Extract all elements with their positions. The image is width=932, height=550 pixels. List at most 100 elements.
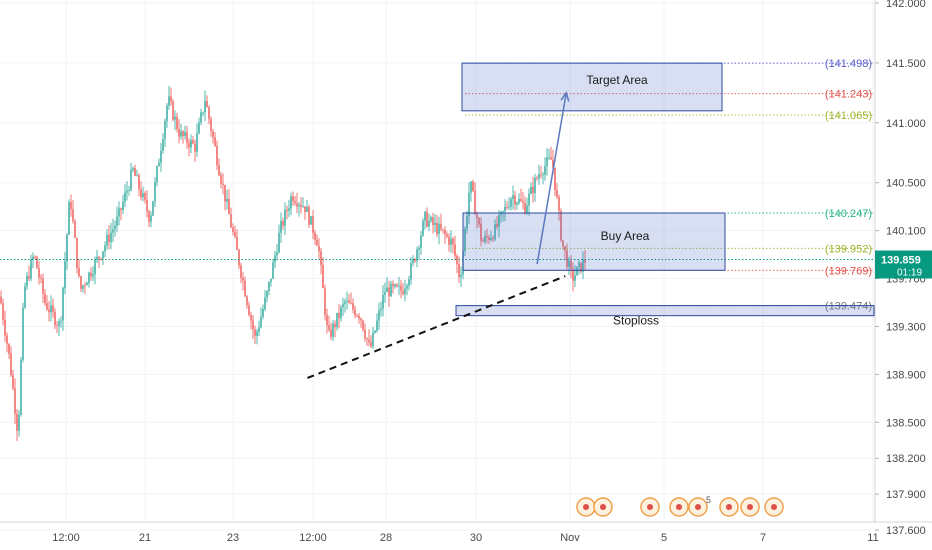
candle-body <box>424 211 426 221</box>
candle-body <box>202 112 204 113</box>
candle-body <box>536 178 538 179</box>
candle-body <box>128 189 130 191</box>
candle-body <box>422 220 424 236</box>
candle-body <box>558 196 560 211</box>
candle-body <box>86 283 88 286</box>
candle-body <box>378 310 380 321</box>
candle-body <box>280 220 282 233</box>
candle-body <box>504 206 506 212</box>
candle-body <box>272 262 274 279</box>
support-trendline[interactable] <box>307 275 566 379</box>
candle-body <box>358 315 360 319</box>
candle-body <box>266 290 268 298</box>
candle-body <box>532 186 534 194</box>
candle-body <box>228 198 230 215</box>
candle-body <box>264 297 266 310</box>
price-level-lines: (141.498) (141.243) (141.065) (140.247) (139… <box>0 58 875 313</box>
drawings[interactable] <box>307 91 570 379</box>
y-tick-label: 139.300 <box>886 321 926 333</box>
candle-body <box>62 287 64 321</box>
zones[interactable]: Target Area Buy Area Stoploss <box>455 62 875 328</box>
candle-body <box>414 259 416 261</box>
candle-body <box>212 131 214 138</box>
candle-body <box>388 287 390 297</box>
candle-body <box>372 332 374 347</box>
target-arrow-head[interactable] <box>560 91 570 102</box>
candle-body <box>350 303 352 304</box>
y-tick-label: 138.900 <box>886 369 926 381</box>
candle-body <box>454 244 456 257</box>
candle-body <box>150 215 152 222</box>
price-level-label: (141.243) <box>825 89 872 101</box>
candle-body <box>452 238 454 245</box>
candle-body <box>90 272 92 277</box>
candle-body <box>430 217 432 221</box>
candle-body <box>492 237 494 240</box>
candle-body <box>12 375 14 389</box>
candle-body <box>28 275 30 279</box>
candle-body <box>490 237 492 240</box>
candle-body <box>0 296 2 304</box>
candle-body <box>146 199 148 212</box>
candle-body <box>116 216 118 226</box>
candle-body <box>320 251 322 265</box>
y-tick-label: 137.900 <box>886 489 926 501</box>
candle-body <box>426 211 428 227</box>
candle-body <box>440 223 442 230</box>
candle-body <box>18 414 20 431</box>
zone-1-box[interactable] <box>462 212 726 271</box>
zone-0-box[interactable] <box>461 62 723 112</box>
y-tick-label: 138.500 <box>886 417 926 429</box>
candle-body <box>250 315 252 321</box>
price-axis[interactable]: 142.000141.500141.000140.500140.100139.7… <box>875 0 932 550</box>
candle-body <box>80 276 82 289</box>
candle-body <box>60 320 62 322</box>
candle-body <box>496 223 498 227</box>
candle-body <box>570 260 572 270</box>
candle-body <box>326 315 328 326</box>
candle-body <box>88 272 90 284</box>
candle-body <box>256 331 258 336</box>
candle-body <box>32 256 34 260</box>
candle-body <box>362 320 364 330</box>
candle-body <box>568 260 570 268</box>
x-tick-label: 21 <box>139 532 151 544</box>
candle-body <box>376 320 378 331</box>
candle-body <box>164 121 166 139</box>
economic-events[interactable]: 5 <box>576 495 784 517</box>
candle-body <box>342 303 344 308</box>
candle-body <box>260 316 262 328</box>
candle-body <box>20 359 22 415</box>
candle-body <box>268 281 270 291</box>
candle-body <box>382 294 384 309</box>
target-arrow-shaft[interactable] <box>536 92 567 265</box>
zone-2-box[interactable] <box>455 305 875 317</box>
candle-body <box>124 192 126 202</box>
candle-body <box>556 190 558 197</box>
candle-body <box>408 279 410 286</box>
candle-body <box>248 305 250 316</box>
candle-body <box>522 200 524 203</box>
candle-body <box>162 138 164 151</box>
candle-body <box>398 285 400 287</box>
price-level-label: (141.498) <box>825 58 872 70</box>
bar-countdown-label: 01:19 <box>897 267 922 278</box>
candle-body <box>174 116 176 120</box>
candle-body <box>514 195 516 205</box>
time-axis[interactable]: 12:00 21 23 12:00 28 30 Nov 5 7 11 <box>52 532 878 544</box>
candle-body <box>158 162 160 167</box>
candle-body <box>148 211 150 222</box>
candle-body <box>154 181 156 202</box>
candle-body <box>238 249 240 266</box>
candle-body <box>312 216 314 233</box>
candle-body <box>346 300 348 302</box>
candle-body <box>122 201 124 210</box>
event-flag-dot-icon <box>647 504 653 510</box>
candle-body <box>98 256 100 259</box>
candle-body <box>306 206 308 212</box>
candle-body <box>438 223 440 235</box>
candle-body <box>286 209 288 211</box>
candle-body <box>302 206 304 208</box>
candle-body <box>68 202 70 235</box>
